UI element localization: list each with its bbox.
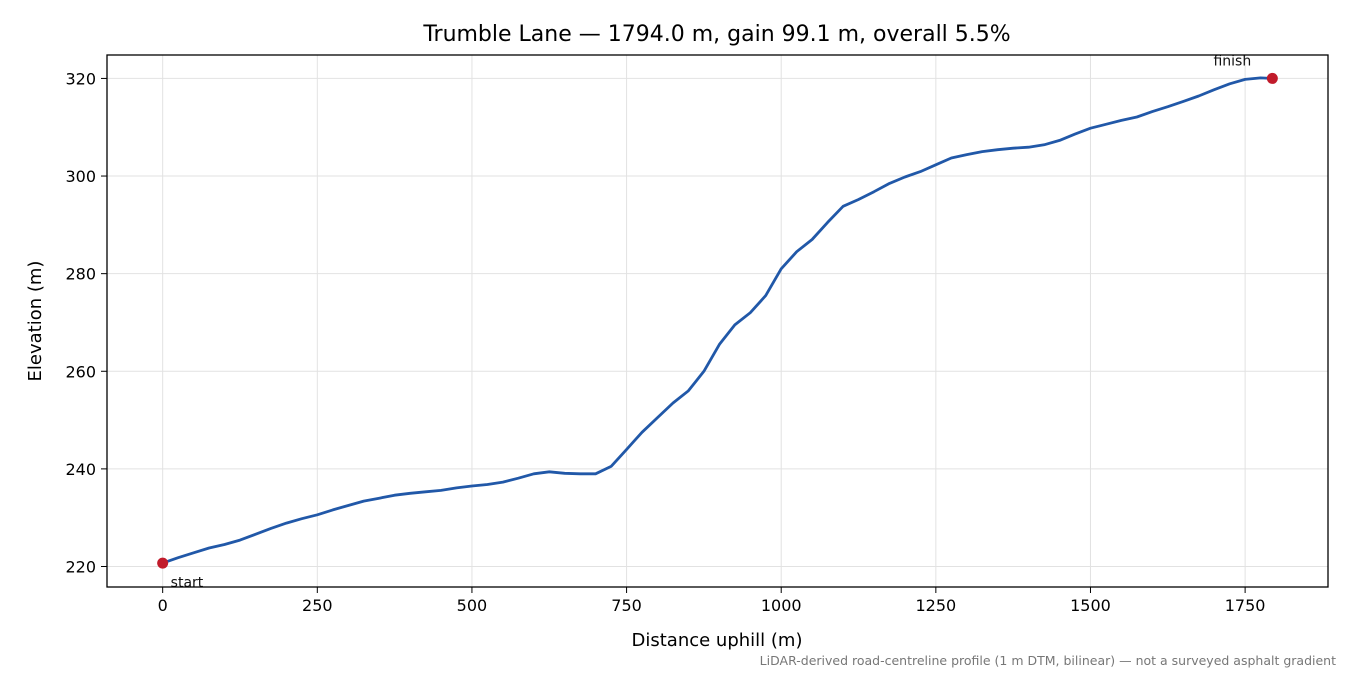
- y-tick-label: 320: [65, 69, 96, 88]
- axis-ticks: [101, 77, 1246, 593]
- x-tick-label: 250: [302, 596, 333, 615]
- y-tick-label: 280: [65, 265, 96, 284]
- finish-label: finish: [1213, 53, 1251, 69]
- x-tick-label: 1500: [1070, 596, 1111, 615]
- start-marker: [157, 557, 169, 569]
- gridlines: [107, 55, 1328, 587]
- y-tick-label: 220: [65, 558, 96, 577]
- x-tick-label: 1750: [1225, 596, 1266, 615]
- elevation-series-line: [161, 76, 1274, 565]
- x-tick-label: 750: [611, 596, 642, 615]
- endpoint-markers: start finish: [157, 53, 1278, 591]
- x-tick-label: 0: [158, 596, 168, 615]
- axis-tick-labels: 0 250 500 750 1000 1250 1500 1750 220 240 260 280 30…: [65, 69, 1265, 615]
- data-source-footnote: LiDAR-derived road-centreline profile (1…: [760, 653, 1336, 668]
- x-tick-label: 1250: [915, 596, 956, 615]
- y-axis-label: Elevation (m): [25, 261, 46, 382]
- x-axis-label: Distance uphill (m): [632, 630, 803, 651]
- chart-title: Trumble Lane — 1794.0 m, gain 99.1 m, ov…: [422, 22, 1010, 47]
- x-tick-label: 1000: [761, 596, 802, 615]
- y-tick-label: 240: [65, 460, 96, 479]
- x-tick-label: 500: [457, 596, 488, 615]
- y-tick-label: 300: [65, 167, 96, 186]
- y-tick-label: 260: [65, 362, 96, 381]
- start-label: start: [171, 575, 204, 591]
- finish-marker: [1266, 72, 1278, 84]
- plot-frame: [106, 54, 1329, 588]
